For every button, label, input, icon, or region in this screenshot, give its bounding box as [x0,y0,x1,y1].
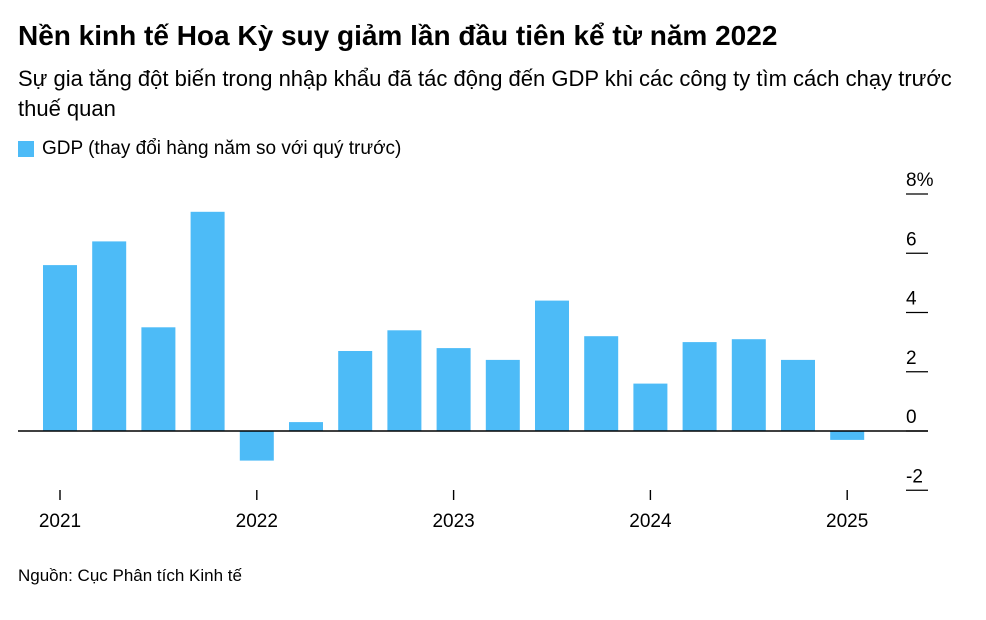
source-note: Nguồn: Cục Phân tích Kinh tế [18,566,242,585]
chart-title: Nền kinh tế Hoa Kỳ suy giảm lần đầu tiên… [18,20,778,51]
bar-2023-q3 [535,300,569,431]
legend-swatch [18,141,34,157]
y-tick-label: -2 [906,466,923,487]
bar-2022-q3 [338,351,373,431]
bar-2022-q4 [387,330,422,431]
bar-2021-q1 [43,265,77,431]
bar-2022-q1 [239,431,274,461]
bar-2022-q2 [289,422,323,431]
x-tick-label-2021: 2021 [39,511,81,532]
bar-2024-q1 [633,383,668,431]
bar-2023-q1 [436,348,471,431]
y-tick-label: 4 [906,289,917,310]
bar-2023-q2 [485,359,520,431]
bar-2024-q4 [781,359,815,431]
legend: GDP (thay đổi hàng năm so với quý trước) [18,138,401,160]
bar-chart: 8% 6 4 2 0 -2 2021 2022 2023 2024 2025 [18,170,934,532]
bar-2024-q3 [731,339,766,431]
x-tick-label-2023: 2023 [432,511,474,532]
x-axis: 2021 2022 2023 2024 2025 [39,490,868,532]
x-tick-label-2022: 2022 [236,511,278,532]
bar-2021-q4 [190,211,225,431]
x-tick-label-2025: 2025 [826,511,868,532]
bar-2023-q4 [584,336,619,431]
bar-2024-q2 [682,342,717,431]
legend-label: GDP (thay đổi hàng năm so với quý trước) [42,138,402,159]
y-axis: 8% 6 4 2 0 -2 [906,170,934,491]
bar-2025-q1 [830,431,865,440]
y-tick-label: 8% [906,170,934,191]
x-tick-label-2024: 2024 [629,511,672,532]
chart-subtitle: Sự gia tăng đột biến trong nhập khẩu đã … [18,66,952,121]
bar-2021-q3 [141,327,176,431]
y-tick-label: 0 [906,407,917,428]
bar-2021-q2 [92,241,127,431]
y-tick-label: 6 [906,229,917,250]
y-tick-label: 2 [906,348,917,369]
bars-group [43,211,865,461]
